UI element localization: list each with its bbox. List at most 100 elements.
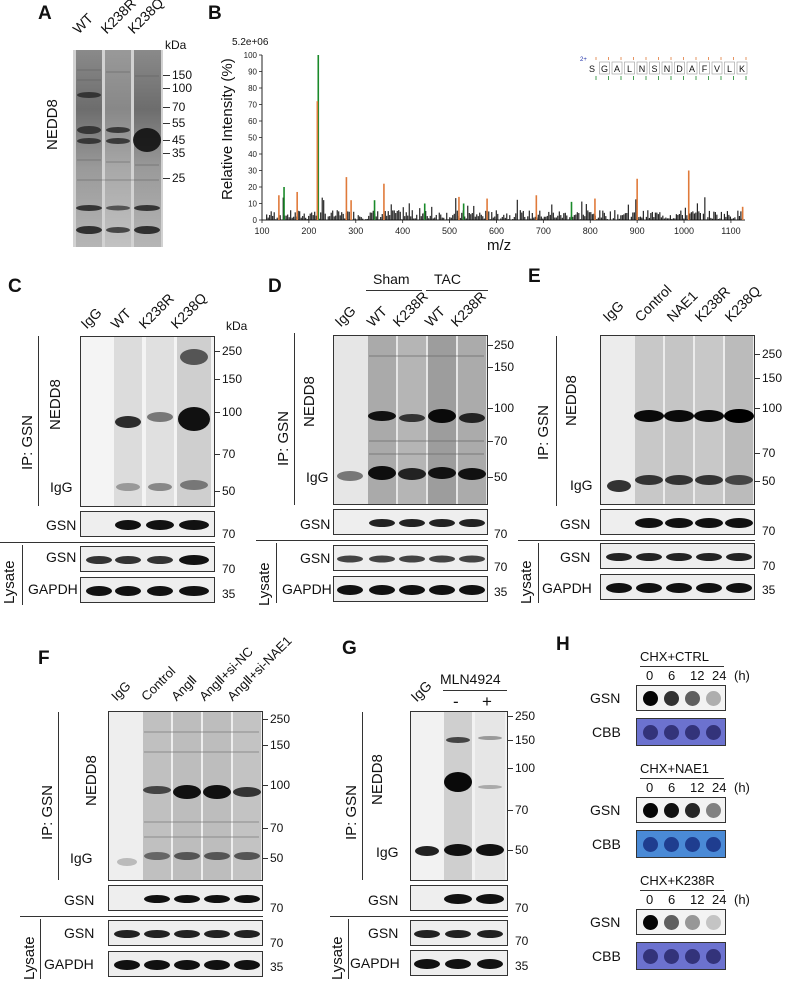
panel-h-cbb-label: CBB (592, 948, 621, 964)
panel-g-igg: IgG (376, 844, 399, 860)
panel-h-time-label: 24 (712, 668, 727, 683)
panel-h-title-underline (640, 890, 724, 891)
spectrum-ytick-label: 10 (248, 200, 257, 209)
panel-c-m70: 70 (222, 447, 236, 461)
panel-d-lane-k238r1: K238R (389, 288, 431, 330)
panel-e-ip-label: IP: GSN (535, 404, 552, 460)
panel-e-lysate-gsn: GSN (560, 549, 591, 565)
panel-c-letter: C (8, 276, 22, 297)
spectrum-ytick-label: 30 (248, 167, 257, 176)
panel-d-m70: 70 (494, 434, 508, 448)
panel-g-lysate-gsn-blot (410, 920, 508, 946)
panel-h-cbb-dot (685, 725, 700, 740)
panel-c-gsn-marker: 70 (222, 527, 236, 541)
panel-g-lane-plus: + (482, 692, 492, 711)
spectrum-xtick-label: 1000 (674, 226, 694, 236)
panel-d-gsn-blot (333, 509, 488, 535)
panel-f-m70: 70 (270, 821, 284, 835)
sequence-residue: D (676, 64, 683, 74)
panel-h-cbb-label: CBB (592, 724, 621, 740)
panel-h-gsn-dotblot (636, 685, 726, 711)
panel-f-gsn-marker: 70 (270, 901, 284, 915)
panel-e-gapdh: GAPDH (542, 580, 592, 596)
panel-d-gsn: GSN (300, 516, 331, 532)
sequence-box (649, 61, 660, 75)
panel-g-lysate-gsn: GSN (368, 925, 399, 941)
panel-g-lysate: Lysate (329, 936, 346, 980)
panel-d-gsn-marker: 70 (494, 527, 508, 541)
panel-h-time-label: 0 (646, 892, 654, 907)
spectrum-ytick-label: 100 (244, 51, 258, 60)
sequence-box (599, 61, 610, 75)
panel-d-m100: 100 (494, 401, 515, 415)
panel-e-gsn-marker: 70 (762, 524, 776, 538)
sequence-residue: N (639, 64, 646, 74)
panel-g-gsn-marker: 70 (515, 901, 529, 915)
panel-f-ip-blot (108, 711, 263, 881)
panel-c-gapdh: GAPDH (28, 581, 78, 597)
panel-g-treatment: MLN4924 (440, 671, 501, 687)
panel-f-gapdh-marker: 35 (270, 960, 284, 974)
panel-c-gapdh-marker: 35 (222, 587, 236, 601)
panel-d-letter: D (268, 276, 282, 297)
sequence-residue: F (702, 64, 708, 74)
panel-a-lane-wt: WT (69, 10, 97, 37)
panel-e-nedd8: NEDD8 (563, 375, 580, 426)
panel-f-lysate-gsn-blot (108, 920, 263, 946)
sequence-box (736, 61, 748, 75)
panel-c-gsn-blot (80, 511, 215, 537)
panel-c-kda: kDa (226, 319, 248, 333)
panel-f-gapdh-blot (108, 951, 263, 977)
sequence-box (611, 61, 623, 75)
panel-h-gsn-dot (706, 915, 721, 930)
panel-e-igg: IgG (570, 477, 593, 493)
panel-d-lysate-gsn: GSN (300, 550, 331, 566)
panel-d-gapdh-blot (333, 576, 488, 602)
panel-h-gsn-label: GSN (590, 914, 621, 930)
panel-c-m100: 100 (222, 405, 243, 419)
panel-f-igg: IgG (70, 850, 93, 866)
panel-h-cbb-dot (685, 949, 700, 964)
panel-h-gsn-label: GSN (590, 690, 621, 706)
spectrum-ytick-label: 60 (248, 117, 257, 126)
panel-f-letter: F (38, 648, 50, 669)
panel-g-gapdh-marker: 35 (515, 959, 529, 973)
spectrum-xtick-label: 200 (301, 226, 316, 236)
panel-f-gapdh: GAPDH (44, 956, 94, 972)
spectrum-xtick-label: 1100 (721, 226, 740, 236)
panel-h-block-title: CHX+NAE1 (640, 761, 709, 776)
panel-h-block-title: CHX+CTRL (640, 649, 709, 664)
panel-a-kda: kDa (165, 38, 187, 52)
panel-g-m100: 100 (515, 761, 536, 775)
panel-g-lysate-gsn-marker: 70 (515, 934, 529, 948)
panel-h-time-label: 24 (712, 892, 727, 907)
sequence-residue: L (727, 64, 732, 74)
panel-d-gapdh: GAPDH (282, 581, 332, 597)
panel-b-scale: 5.2e+06 (232, 37, 269, 48)
panel-h-gsn-label: GSN (590, 802, 621, 818)
panel-a-nedd8-label: NEDD8 (44, 99, 61, 150)
panel-d-lane-k238r2: K238R (447, 288, 489, 330)
panel-g-gsn: GSN (368, 892, 399, 908)
panel-g-gapdh: GAPDH (350, 955, 400, 971)
panel-e-m150: 150 (762, 371, 783, 385)
panel-c-m150: 150 (222, 372, 243, 386)
sequence-box (711, 61, 723, 75)
panel-h-gsn-dot (685, 803, 700, 818)
panel-g-ip-blot (410, 711, 508, 881)
panel-a-marker-55: 55 (172, 116, 186, 130)
panel-b-spectrum: 0 10 20 30 40 50 60 70 80 90 100 100 200 300 400 500 600… (240, 45, 760, 240)
panel-h-gsn-dotblot (636, 909, 726, 935)
panel-h-unit: (h) (734, 668, 750, 683)
spectrum-xtick-label: 100 (254, 226, 269, 236)
spectrum-ytick-label: 20 (248, 183, 257, 192)
panel-g-lane-igg: IgG (407, 677, 435, 705)
panel-d-ip-label: IP: GSN (275, 410, 292, 466)
panel-f-lysate-gsn-marker: 70 (270, 936, 284, 950)
panel-h-cbb-dot (685, 837, 700, 852)
panel-h-gsn-dot (643, 803, 658, 818)
panel-f-lane-igg: IgG (108, 678, 134, 704)
panel-e-m50: 50 (762, 474, 776, 488)
panel-h-title-underline (640, 778, 724, 779)
panel-b-letter: B (208, 3, 222, 24)
